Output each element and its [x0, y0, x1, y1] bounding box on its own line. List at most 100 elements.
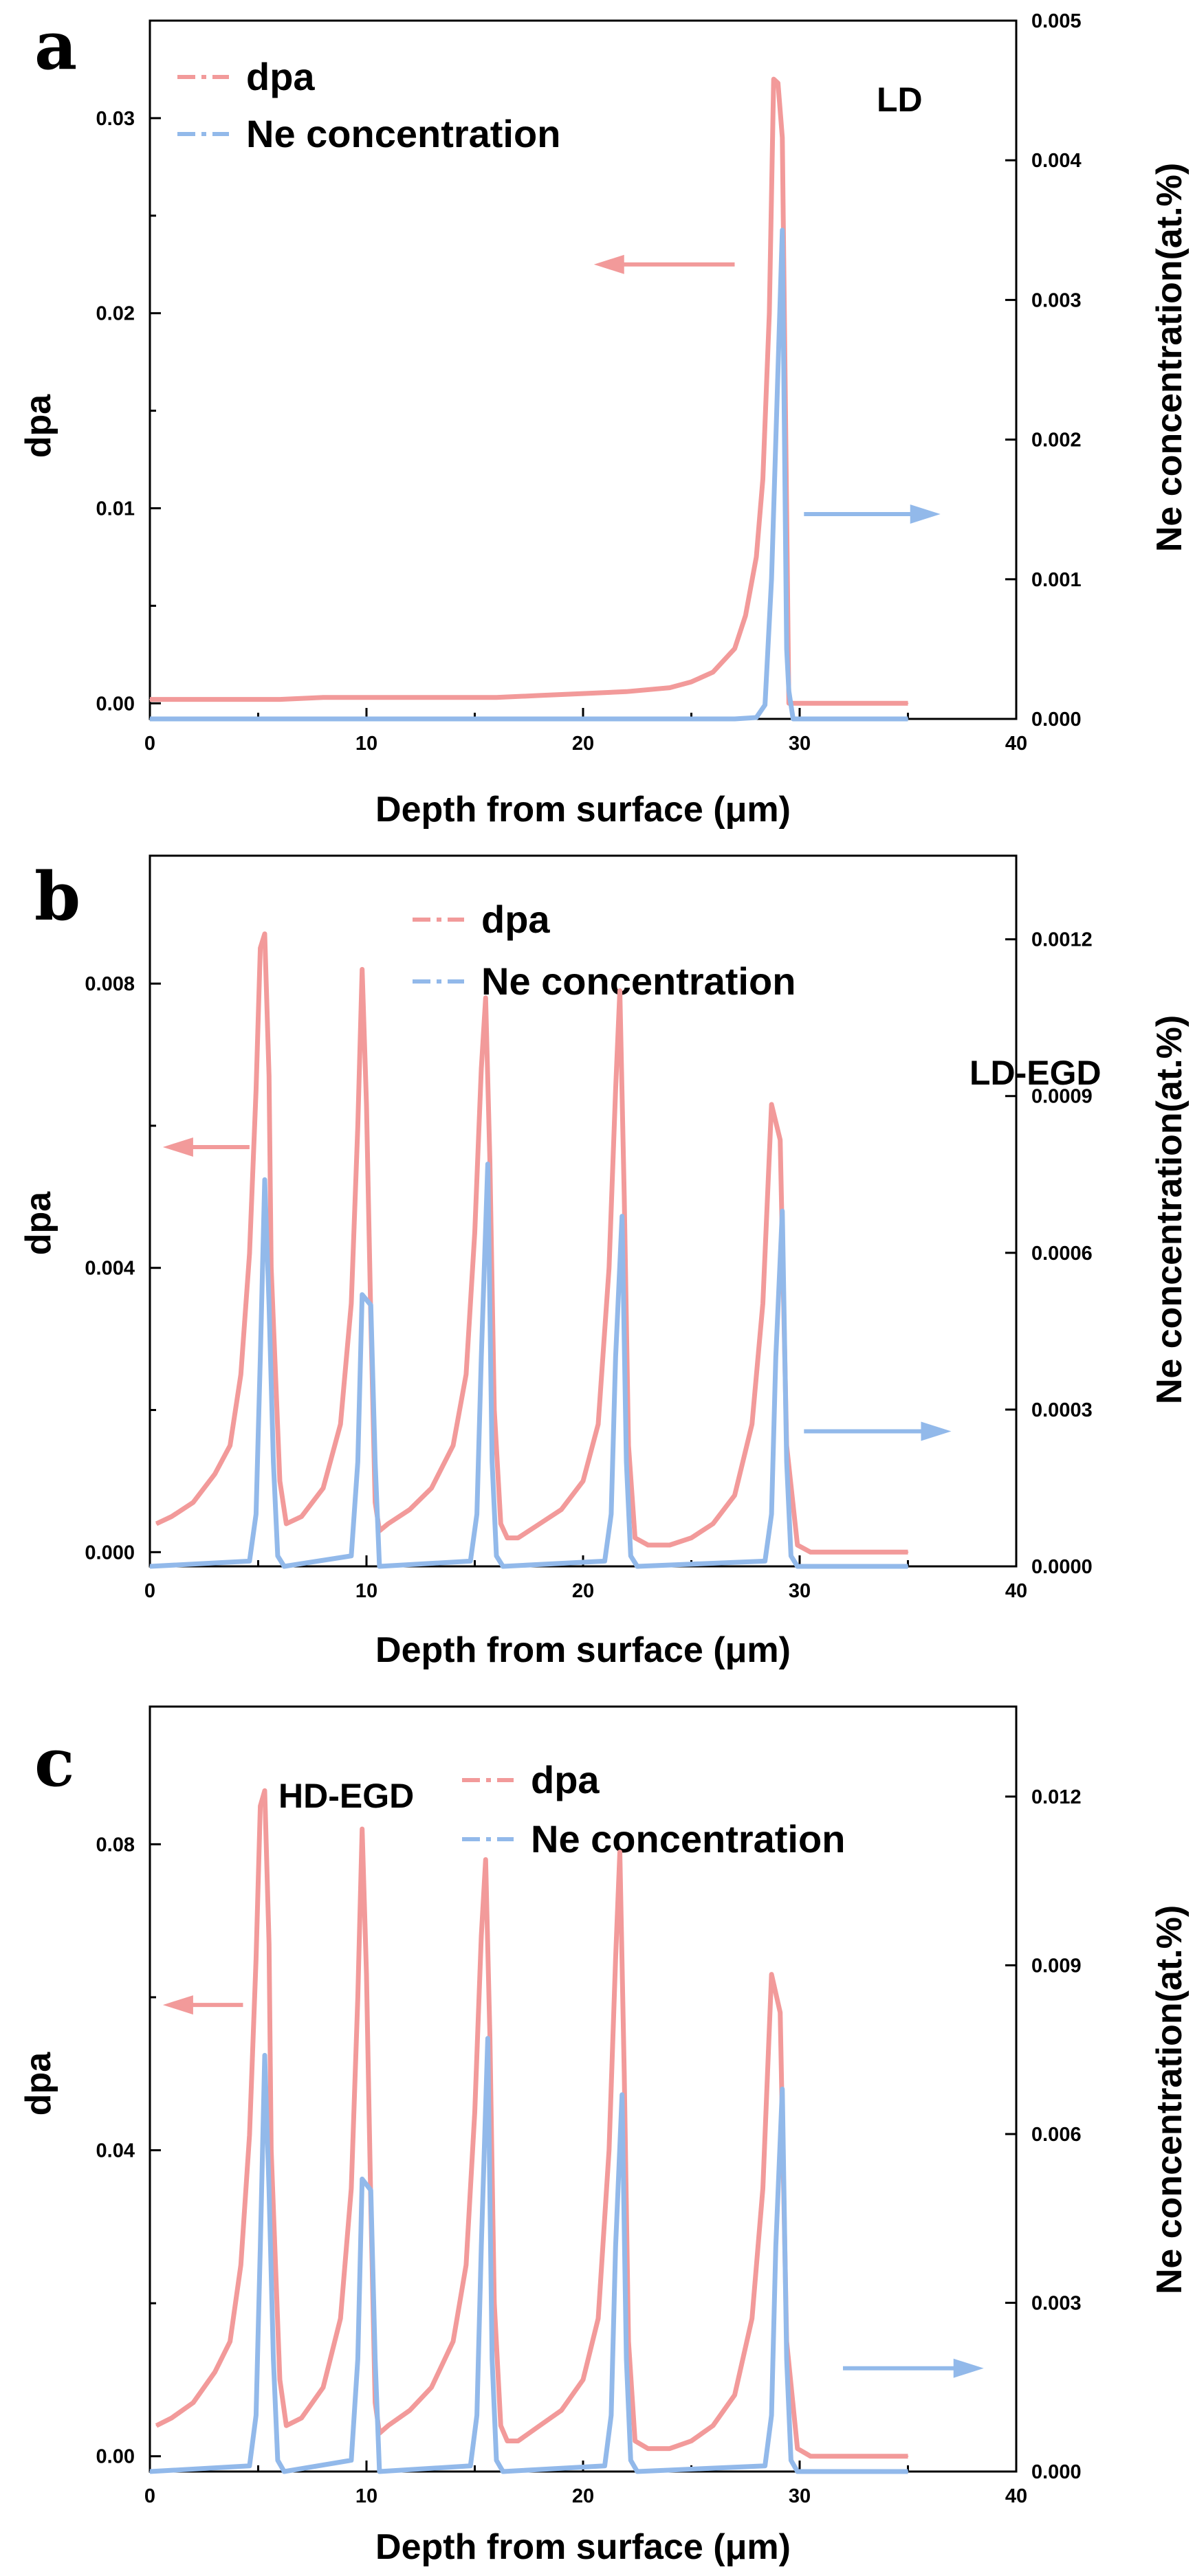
data-point-dpa [773, 78, 775, 80]
data-point-dpa [907, 702, 909, 704]
data-point-ne [792, 718, 794, 720]
data-point-dpa [259, 947, 261, 949]
data-point-ne [272, 1461, 274, 1463]
data-point-ne [255, 2414, 257, 2417]
y-left-tick-label: 0.02 [96, 303, 135, 325]
data-point-ne [481, 2245, 482, 2247]
data-point-dpa [751, 2318, 753, 2320]
y-left-axis-title: dpa [19, 1191, 58, 1256]
data-point-ne [775, 2245, 777, 2247]
data-point-ne [496, 2459, 497, 2461]
data-point-dpa [240, 2264, 242, 2266]
data-point-dpa [481, 1068, 482, 1070]
data-point-dpa [279, 1480, 281, 1482]
data-point-ne [786, 648, 787, 650]
arrow-head-icon [593, 254, 624, 274]
data-point-dpa [409, 1509, 410, 1511]
data-point-dpa [506, 2440, 508, 2442]
data-point-dpa [669, 2447, 670, 2450]
x-tick-label: 10 [355, 2485, 377, 2507]
chart-panel-a: 0 10 20 30 40 0.00 0.01 0.02 0.03 0.000 0.001 0.002… [19, 7, 1189, 830]
data-point-dpa [608, 1267, 610, 1269]
data-point-dpa [734, 647, 736, 649]
data-point-dpa [771, 1973, 772, 1975]
data-point-dpa [236, 698, 237, 700]
y-left-tick-label: 0.08 [96, 1834, 135, 1856]
series-line-dpa [150, 76, 908, 706]
arrow-head-icon [921, 1421, 952, 1441]
data-point-dpa [619, 1851, 621, 1853]
data-point-dpa [351, 2188, 352, 2190]
data-point-ne [777, 369, 779, 370]
x-tick-label: 40 [1005, 2485, 1027, 2507]
legend-label: dpa [531, 1758, 600, 1801]
data-point-ne [487, 1163, 489, 1165]
data-point-dpa [193, 698, 194, 700]
data-point-ne [491, 1461, 493, 1463]
series-line-dpa [155, 931, 908, 1555]
data-point-dpa [598, 2318, 599, 2320]
panel-annotation: LD [877, 80, 923, 119]
data-point-ne [496, 1555, 497, 1557]
data-point-dpa [409, 696, 410, 698]
data-point-dpa [285, 1523, 287, 1524]
data-point-dpa [366, 696, 367, 698]
data-point-ne [502, 1566, 504, 1567]
data-point-dpa [734, 2394, 736, 2396]
y-right-tick-label: 0.012 [1031, 1786, 1082, 1808]
data-point-dpa [193, 1502, 194, 1503]
data-point-ne [259, 2245, 261, 2247]
y-right-tick-label: 0.0000 [1031, 1556, 1093, 1578]
data-point-ne [615, 2245, 617, 2247]
data-point-dpa [430, 2386, 432, 2388]
data-point-dpa [193, 2401, 194, 2403]
data-point-dpa [500, 2425, 502, 2427]
series-line-dpa [155, 1788, 908, 2459]
data-point-dpa [340, 2318, 342, 2320]
data-point-ne [621, 2094, 623, 2096]
data-point-dpa [255, 1089, 257, 1091]
data-point-dpa [489, 2034, 491, 2036]
data-point-ne [611, 1513, 612, 1515]
panel-annotation: LD-EGD [969, 1054, 1101, 1092]
legend-label: Ne concentration [531, 1817, 845, 1861]
data-point-dpa [623, 1196, 625, 1198]
data-point-dpa [481, 1935, 482, 1937]
arrow-head-icon [953, 2358, 984, 2378]
data-point-dpa [214, 1473, 216, 1475]
data-point-dpa [452, 1445, 454, 1447]
legend-label: Ne concentration [481, 959, 796, 1003]
data-point-dpa [779, 1139, 781, 1141]
data-point-dpa [465, 2264, 467, 2266]
data-point-dpa [268, 1943, 270, 1944]
x-tick-label: 0 [144, 2485, 155, 2507]
data-point-dpa [762, 1302, 764, 1304]
data-point-ne [604, 2465, 606, 2467]
data-point-dpa [582, 2379, 584, 2381]
data-point-dpa [452, 696, 454, 698]
data-point-dpa [259, 1805, 261, 1807]
data-point-dpa [474, 1232, 476, 1233]
data-point-dpa [539, 695, 540, 696]
data-point-dpa [690, 681, 692, 682]
arrow-head-icon [162, 1995, 193, 2015]
data-point-dpa [809, 1551, 811, 1553]
data-point-dpa [279, 698, 281, 700]
data-point-dpa [387, 2425, 389, 2427]
data-point-dpa [300, 2417, 303, 2419]
y-right-tick-label: 0.003 [1031, 289, 1082, 311]
y-right-tick-label: 0.003 [1031, 2292, 1082, 2314]
data-point-ne [734, 718, 736, 720]
data-point-dpa [517, 1537, 519, 1539]
panel-annotation: HD-EGD [278, 1777, 414, 1815]
y-right-tick-label: 0.004 [1031, 150, 1082, 172]
data-point-dpa [712, 1523, 714, 1524]
x-tick-label: 20 [572, 733, 594, 755]
data-point-dpa [751, 1423, 753, 1425]
data-point-dpa [171, 1515, 173, 1518]
data-point-dpa [647, 2447, 649, 2450]
chart-panel-c: 0 10 20 30 40 0.00 0.04 0.08 0.000 0.003 0.006 0.00… [19, 1705, 1189, 2567]
data-point-dpa [229, 2340, 231, 2342]
data-point-dpa [734, 1494, 736, 1496]
data-point-ne [790, 1555, 792, 1557]
